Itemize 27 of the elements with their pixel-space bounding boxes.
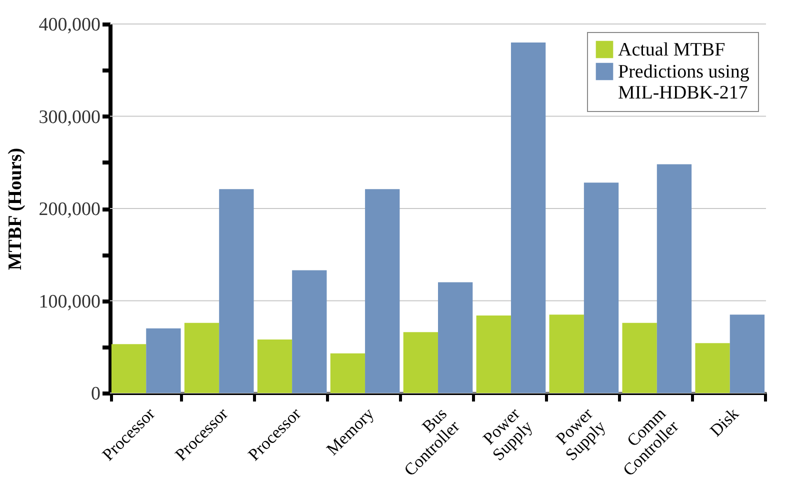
legend-label: Predictions using MIL-HDBK-217 xyxy=(618,62,750,104)
y-tick-label: 100,000 xyxy=(38,291,100,312)
y-tick-label: 300,000 xyxy=(38,106,100,128)
bar xyxy=(330,353,366,393)
bar xyxy=(549,314,584,393)
y-tick-label: 200,000 xyxy=(38,199,100,220)
y-axis-title: MTBF (Hours) xyxy=(4,148,26,270)
y-tick-label: 400,000 xyxy=(38,14,100,36)
bar xyxy=(510,42,546,393)
bar xyxy=(656,164,692,393)
bar xyxy=(622,322,657,393)
bar xyxy=(146,328,181,393)
bar xyxy=(584,182,619,393)
bar xyxy=(438,282,473,393)
bar xyxy=(292,270,327,393)
bar xyxy=(257,339,292,393)
bar xyxy=(219,189,254,393)
y-tick-label: 0 xyxy=(91,384,100,404)
bar xyxy=(403,332,438,393)
x-tick-label: Disk xyxy=(706,404,743,440)
bar xyxy=(184,322,220,393)
bar xyxy=(695,343,730,393)
legend-label: Actual MTBF xyxy=(618,40,726,60)
bar xyxy=(365,189,400,393)
bar xyxy=(730,314,765,393)
bar xyxy=(476,316,511,393)
bar xyxy=(111,344,146,393)
